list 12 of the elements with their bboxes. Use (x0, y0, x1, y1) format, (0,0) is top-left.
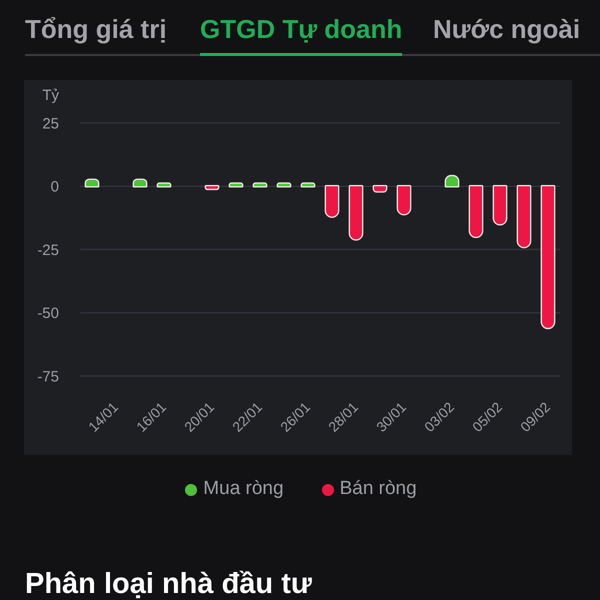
chart-title: GTGD Tự doanh (200, 14, 402, 44)
text: Nước ngoài (433, 14, 580, 44)
y-tick-label: 25 (42, 115, 59, 132)
y-tick-label: -25 (37, 242, 59, 259)
y-tick-label: -50 (37, 305, 59, 322)
text: Phân loại nhà đầu tư (25, 568, 312, 600)
y-axis-title: Tỷ (42, 87, 59, 104)
y-tick-label: 0 (50, 178, 59, 196)
legend-label: Mua ròng (202, 478, 285, 499)
text: Tổng giá trị (25, 14, 167, 44)
legend-label: Bán ròng (338, 478, 417, 499)
y-tick-label: -75 (37, 368, 59, 386)
